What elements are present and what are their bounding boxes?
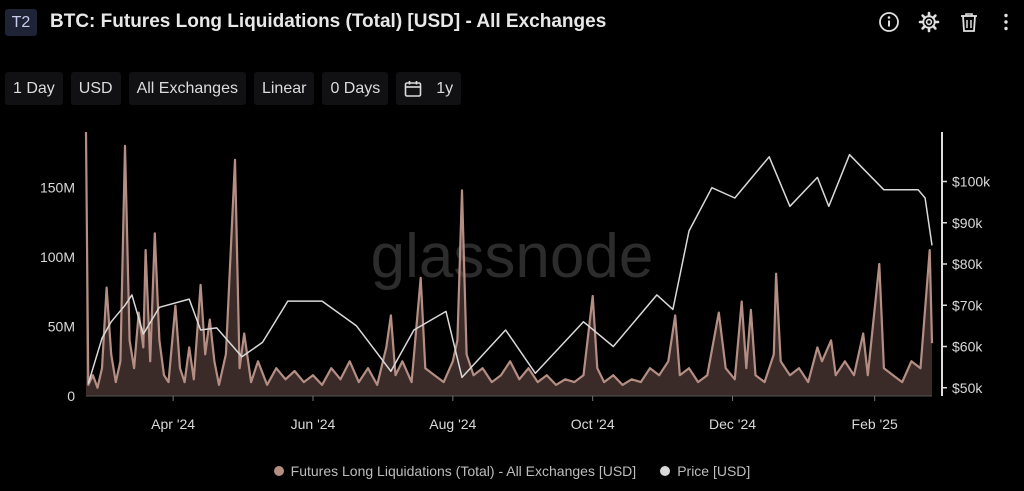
x-tick-label: Feb '25: [852, 416, 898, 432]
y-right-tick-label: $80k: [952, 256, 983, 272]
sma-button[interactable]: 0 Days: [322, 72, 389, 105]
x-tick-label: Oct '24: [571, 416, 615, 432]
legend-item-price[interactable]: Price [USD]: [660, 463, 750, 479]
legend-item-liquidations[interactable]: Futures Long Liquidations (Total) - All …: [273, 463, 637, 479]
calendar-icon: [404, 80, 422, 97]
currency-button[interactable]: USD: [70, 72, 121, 105]
legend: Futures Long Liquidations (Total) - All …: [0, 463, 1024, 479]
more-vertical-icon[interactable]: [998, 11, 1014, 33]
axes: 0 50M 100M 150M $50k $60k $70k $80k $90k $100k Apr…: [40, 132, 991, 432]
price-line: [87, 153, 933, 384]
watermark: glassnode: [371, 222, 654, 291]
y-left-tick-label: 150M: [40, 180, 75, 196]
x-tick-label: Jun '24: [291, 416, 336, 432]
liquidations-line: [84, 131, 934, 389]
chart-header: T2 BTC: Futures Long Liquidations (Total…: [0, 0, 1024, 46]
trash-icon[interactable]: [958, 11, 980, 33]
legend-swatch-price: [660, 466, 671, 476]
date-range-button[interactable]: 1y: [396, 72, 462, 105]
price-series: [87, 153, 933, 384]
y-right-tick-label: $90k: [952, 215, 983, 231]
legend-swatch-liquidations: [273, 466, 284, 476]
y-right-tick-label: $50k: [952, 380, 983, 396]
y-right-tick-label: $70k: [952, 297, 983, 313]
legend-label-liquidations: Futures Long Liquidations (Total) - All …: [290, 463, 637, 479]
tier-badge: T2: [5, 9, 37, 36]
info-icon[interactable]: [878, 11, 900, 33]
gear-icon[interactable]: [918, 11, 940, 33]
x-tick-label: Apr '24: [151, 416, 195, 432]
page-title: BTC: Futures Long Liquidations (Total) […: [50, 11, 607, 32]
y-right-tick-label: $100k: [952, 174, 991, 190]
scale-button[interactable]: Linear: [253, 72, 315, 105]
x-tick-label: Dec '24: [709, 416, 756, 432]
y-left-tick-label: 0: [67, 388, 75, 404]
legend-label-price: Price [USD]: [677, 463, 751, 479]
liquidations-series: [84, 131, 934, 396]
y-left-tick-label: 100M: [40, 249, 75, 265]
resolution-button[interactable]: 1 Day: [5, 72, 63, 105]
x-tick-label: Aug '24: [429, 416, 476, 432]
exchange-button[interactable]: All Exchanges: [128, 72, 246, 105]
date-range-label: 1y: [436, 80, 454, 97]
chart-toolbar: 1 Day USD All Exchanges Linear 0 Days 1y: [5, 72, 469, 105]
y-left-tick-label: 50M: [48, 319, 75, 335]
y-right-tick-label: $60k: [952, 339, 983, 355]
chart-area[interactable]: glassnode 0 50M 100M 150M $50k $60k $70k $80k $9…: [0, 122, 1024, 458]
